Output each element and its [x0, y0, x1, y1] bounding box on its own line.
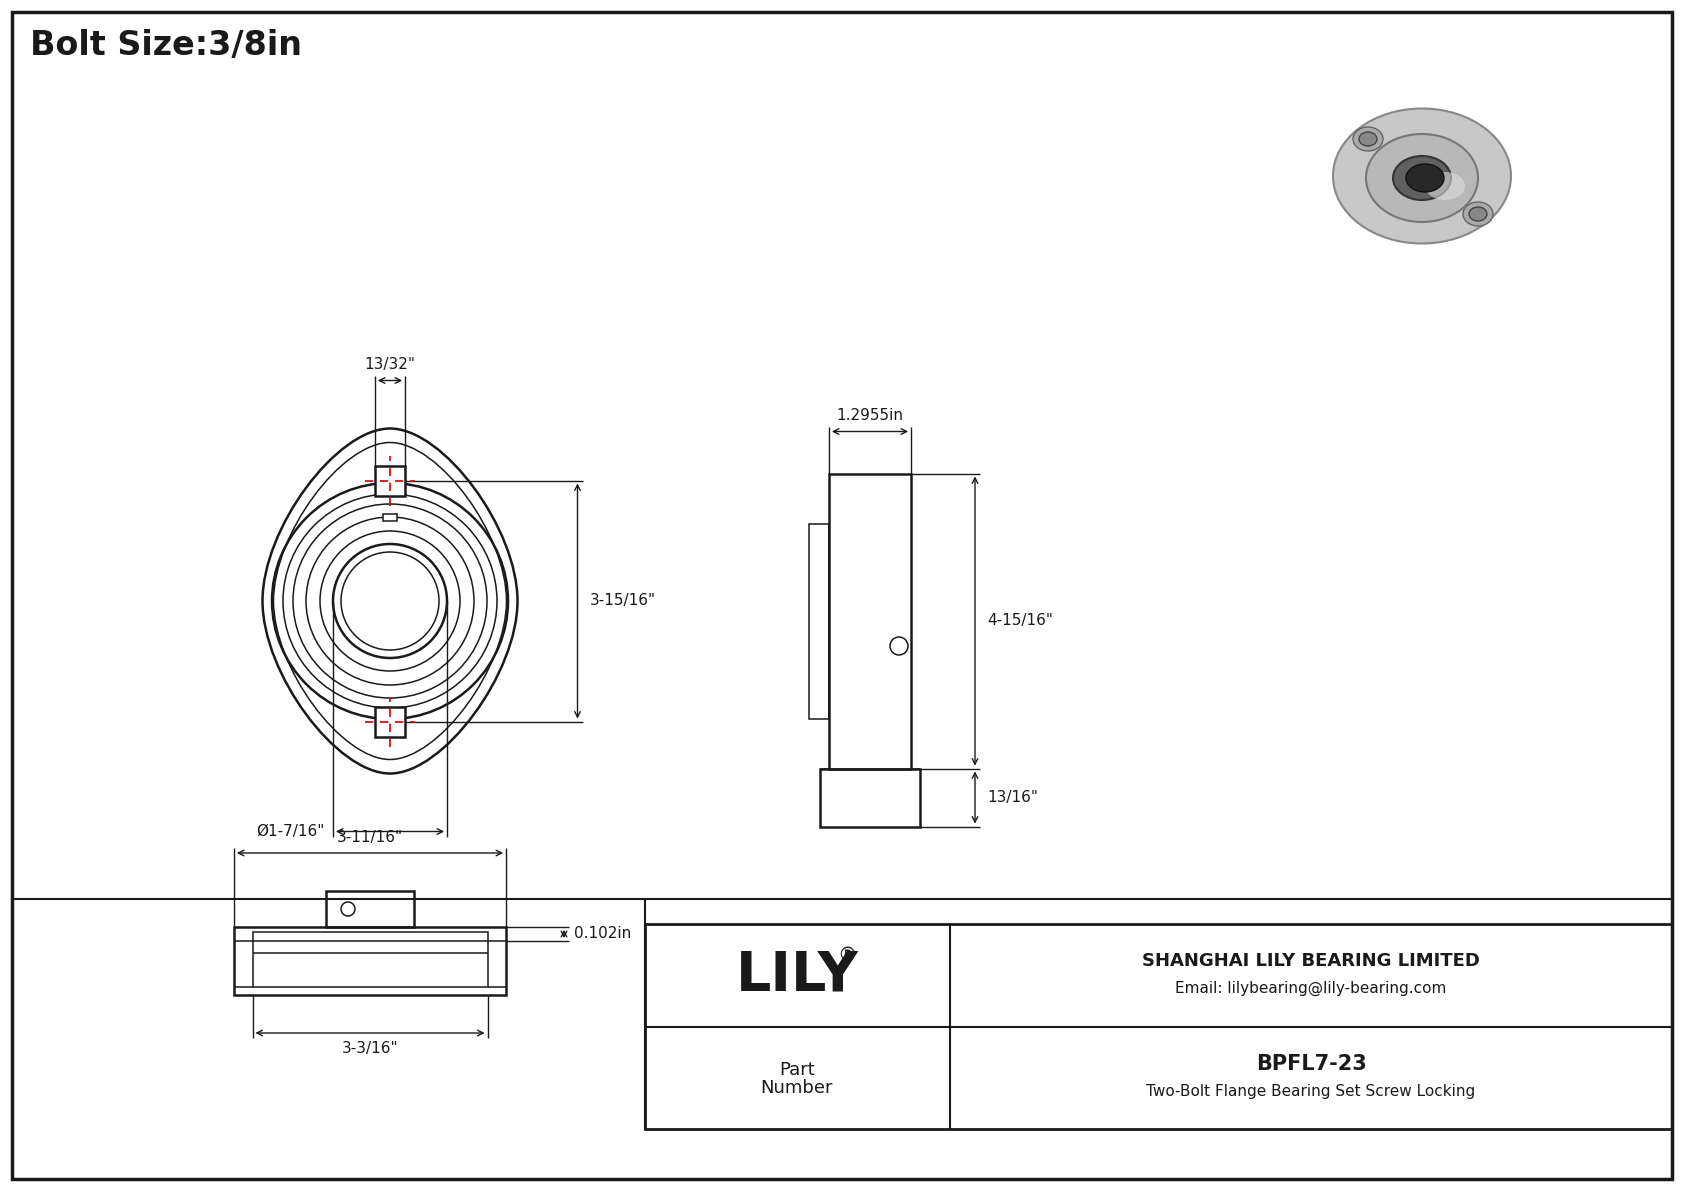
Text: 0.102in: 0.102in	[574, 927, 632, 942]
Text: LILY: LILY	[736, 948, 859, 1003]
Ellipse shape	[1425, 172, 1465, 200]
Ellipse shape	[1352, 127, 1383, 151]
Text: 4-15/16": 4-15/16"	[987, 613, 1052, 629]
Text: 13/32": 13/32"	[364, 357, 416, 373]
Bar	[382, 513, 397, 520]
Ellipse shape	[1359, 132, 1378, 146]
Ellipse shape	[1406, 164, 1443, 192]
Bar	[376, 706, 404, 736]
Bar	[234, 927, 505, 994]
Bar	[376, 466, 404, 495]
Bar	[327, 891, 414, 927]
Bar	[820, 768, 919, 827]
Text: Two-Bolt Flange Bearing Set Screw Locking: Two-Bolt Flange Bearing Set Screw Lockin…	[1147, 1084, 1475, 1099]
Bar	[253, 933, 487, 987]
Text: Part: Part	[780, 1061, 815, 1079]
Ellipse shape	[1468, 207, 1487, 222]
Ellipse shape	[1463, 202, 1494, 226]
Text: 3-3/16": 3-3/16"	[342, 1041, 399, 1056]
Ellipse shape	[1366, 135, 1479, 222]
Text: Email: lilybearing@lily-bearing.com: Email: lilybearing@lily-bearing.com	[1175, 980, 1447, 996]
Text: Ø1-7/16": Ø1-7/16"	[256, 824, 325, 838]
Text: BPFL7-23: BPFL7-23	[1256, 1054, 1366, 1074]
Text: SHANGHAI LILY BEARING LIMITED: SHANGHAI LILY BEARING LIMITED	[1142, 953, 1480, 971]
Text: ®: ®	[837, 946, 857, 965]
Text: 13/16": 13/16"	[987, 790, 1037, 805]
Ellipse shape	[1334, 108, 1511, 243]
Bar	[829, 474, 911, 768]
Bar	[808, 524, 829, 718]
Text: Bolt Size:3/8in: Bolt Size:3/8in	[30, 29, 301, 62]
Ellipse shape	[1393, 156, 1452, 200]
Text: 1.2955in: 1.2955in	[837, 409, 904, 424]
Text: 3-15/16": 3-15/16"	[589, 593, 655, 609]
Text: Number: Number	[761, 1079, 834, 1097]
Bar	[645, 924, 1672, 1129]
Text: 3-11/16": 3-11/16"	[337, 830, 402, 844]
